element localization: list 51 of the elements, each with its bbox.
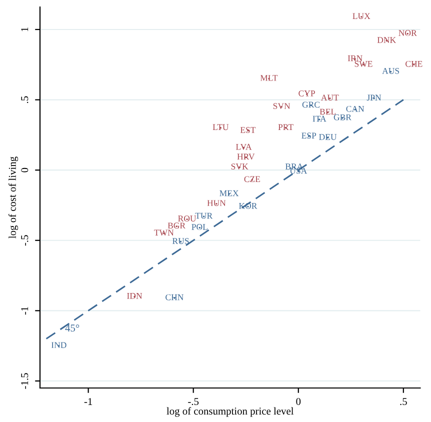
data-label: CZE: [244, 176, 260, 182]
y-axis-title: log of cost of living: [8, 156, 18, 238]
data-label: ROU: [178, 216, 196, 222]
data-label: DNK: [377, 37, 396, 43]
y-tick-label: 1: [21, 28, 28, 32]
data-label: POL: [192, 224, 208, 230]
data-label: SVK: [231, 164, 248, 170]
data-label: TWN: [154, 230, 174, 236]
y-tick-label: -.5: [21, 235, 28, 246]
data-label: AUT: [320, 94, 339, 101]
data-label: SWE: [354, 60, 372, 67]
data-label: MLT: [260, 75, 278, 81]
data-label: PRT: [278, 124, 294, 130]
x-tick-label: -1: [84, 398, 92, 405]
data-label: AUS: [382, 68, 400, 74]
data-label: IDN: [127, 292, 142, 299]
y-tick-label: .5: [21, 96, 28, 104]
data-label: MEX: [220, 190, 239, 196]
data-label: CYP: [298, 90, 315, 96]
data-label: ITA: [312, 116, 326, 122]
y-tick-label: -1: [21, 306, 28, 315]
data-label: CHN: [166, 294, 184, 300]
data-label: LTU: [212, 124, 229, 130]
data-label: SVN: [273, 103, 290, 110]
data-label: RUS: [172, 238, 189, 244]
data-label: GBR: [334, 114, 352, 120]
data-label: CHE: [406, 60, 422, 67]
x-tick-label: .5: [400, 398, 407, 406]
annotation: 45°: [65, 324, 80, 332]
data-label: BEL: [320, 108, 336, 115]
data-label: BGR: [168, 222, 186, 229]
data-label: IRN: [348, 55, 362, 62]
x-tick-label: 0: [296, 398, 301, 406]
data-label: HRV: [237, 154, 255, 160]
data-label: TUR: [195, 212, 213, 219]
y-tick-label: 0: [21, 168, 28, 172]
data-label: HUN: [207, 200, 226, 206]
data-label: BRA: [285, 164, 304, 170]
data-label: ESP: [302, 132, 316, 139]
data-label: JPN: [366, 94, 382, 101]
y-tick-label: -1.5: [21, 373, 28, 389]
x-axis-title: log of consumption price level: [166, 407, 294, 417]
data-label: LVA: [236, 144, 252, 150]
data-label: GRC: [302, 102, 320, 108]
data-label: CAN: [346, 106, 364, 112]
data-label: DEU: [319, 134, 337, 140]
data-label: IND: [51, 342, 66, 348]
data-label: EST: [240, 127, 256, 133]
data-label: LUX: [352, 13, 370, 20]
data-label: NOR: [398, 30, 417, 36]
x-tick-label: -.5: [188, 398, 199, 406]
